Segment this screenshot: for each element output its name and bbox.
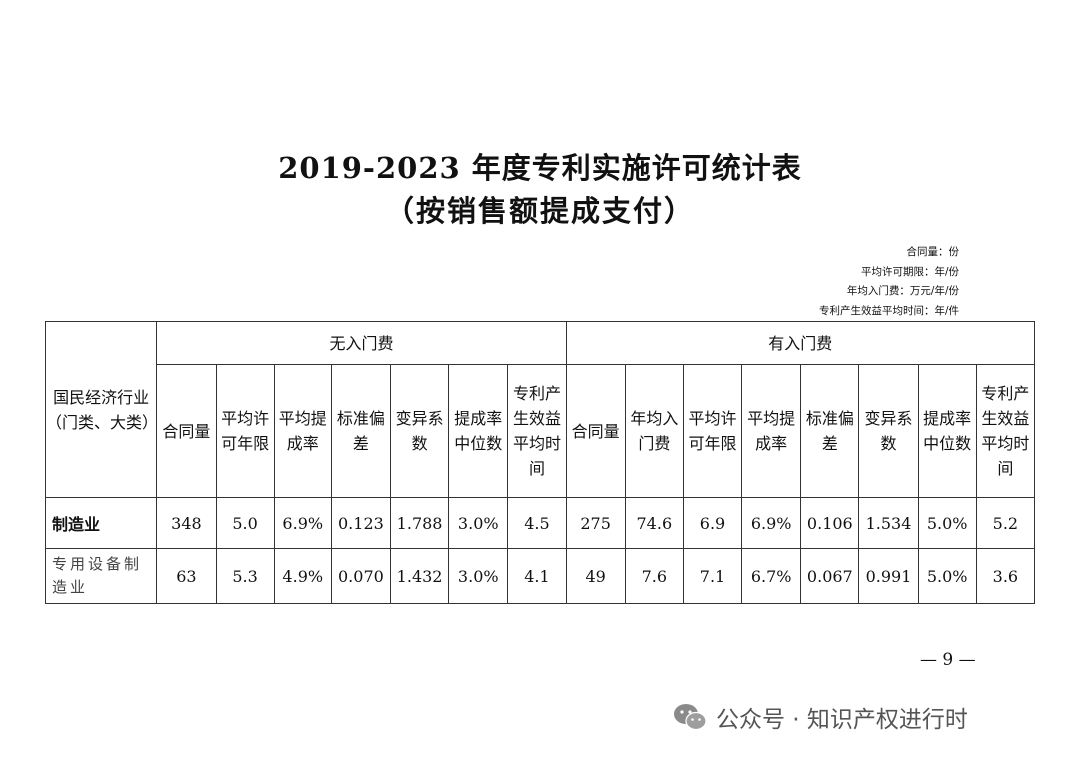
table-cell: 348 xyxy=(156,497,217,549)
table-cell: 0.070 xyxy=(330,548,392,604)
column-header: 标准偏差 xyxy=(330,364,392,498)
column-header: 平均提成率 xyxy=(273,364,332,498)
document-title: 2019-2023 年度专利实施许可统计表 xyxy=(278,151,802,185)
column-header: 变异系数 xyxy=(858,364,919,498)
table-cell: 1.534 xyxy=(858,497,919,549)
column-header: 变异系数 xyxy=(389,364,450,498)
table-cell: 1.788 xyxy=(389,497,450,549)
wechat-icon xyxy=(674,704,707,731)
column-header: 提成率中位数 xyxy=(917,364,977,498)
units-legend: 合同量：份 平均许可期限：年/份 年均入门费：万元/年/份 专利产生效益平均时间… xyxy=(819,243,959,321)
table-cell: 5.2 xyxy=(975,497,1036,549)
column-header: 专利产生效益平均时间 xyxy=(507,364,567,498)
table-row: 专用设备制造业 63 5.3 4.9% 0.070 1.432 3.0% 4.1… xyxy=(44,548,1036,604)
column-header: 年均入门费 xyxy=(624,364,684,498)
table-cell: 3.6 xyxy=(975,548,1036,604)
group-header-with-fee: 有入门费 xyxy=(565,321,1036,365)
table-cell: 0.991 xyxy=(858,548,919,604)
statistics-table: 国民经济行业（门类、大类） 无入门费 有入门费 合同量 平均许可年限 平均提成率… xyxy=(44,321,1036,604)
table-cell: 6.9% xyxy=(741,497,802,549)
table-cell: 7.6 xyxy=(624,548,684,604)
unit-license-term: 平均许可期限：年/份 xyxy=(860,265,959,278)
table-cell: 5.3 xyxy=(215,548,275,604)
table-cell: 0.067 xyxy=(800,548,860,604)
row-industry-label: 制造业 xyxy=(44,497,158,549)
table-cell: 4.5 xyxy=(507,497,567,549)
table-cell: 5.0% xyxy=(917,548,977,604)
column-header: 合同量 xyxy=(565,364,626,498)
table-cell: 74.6 xyxy=(624,497,684,549)
unit-benefit-time: 专利产生效益平均时间：年/件 xyxy=(818,304,959,317)
table-cell: 5.0% xyxy=(917,497,977,549)
row-industry-label: 专用设备制造业 xyxy=(44,548,158,604)
unit-contract-count: 合同量：份 xyxy=(906,246,960,258)
column-header: 专利产生效益平均时间 xyxy=(975,364,1036,498)
table-cell: 63 xyxy=(156,548,217,604)
column-header: 平均许可年限 xyxy=(215,364,275,498)
column-header: 标准偏差 xyxy=(800,364,860,498)
unit-entry-fee: 年均入门费：万元/年/份 xyxy=(846,285,959,297)
table-cell: 1.432 xyxy=(389,548,450,604)
column-header: 合同量 xyxy=(156,364,217,498)
table-cell: 275 xyxy=(565,497,626,549)
table-row: 制造业 348 5.0 6.9% 0.123 1.788 3.0% 4.5 27… xyxy=(44,497,1036,549)
column-header: 平均许可年限 xyxy=(682,364,743,498)
table-cell: 6.7% xyxy=(741,548,802,604)
table-cell: 3.0% xyxy=(448,497,509,549)
table-cell: 6.9% xyxy=(273,497,332,549)
table-cell: 0.106 xyxy=(800,497,860,549)
table-cell: 49 xyxy=(565,548,626,604)
table-cell: 7.1 xyxy=(682,548,743,604)
watermark: 公众号 · 知识产权进行时 xyxy=(672,700,968,734)
table-cell: 0.123 xyxy=(330,497,392,549)
column-header: 提成率中位数 xyxy=(448,364,509,498)
column-header: 平均提成率 xyxy=(741,364,802,498)
table-cell: 4.9% xyxy=(273,548,332,604)
watermark-text: 公众号 · 知识产权进行时 xyxy=(716,707,968,733)
table-cell: 4.1 xyxy=(507,548,567,604)
page-number: — 9 — xyxy=(920,650,976,670)
table-cell: 6.9 xyxy=(682,497,743,549)
table-cell: 5.0 xyxy=(215,497,275,549)
table-cell: 3.0% xyxy=(448,548,509,604)
group-header-no-fee: 无入门费 xyxy=(156,321,567,365)
document-subtitle: （按销售额提成支付） xyxy=(384,194,695,228)
industry-header: 国民经济行业（门类、大类） xyxy=(44,321,158,498)
